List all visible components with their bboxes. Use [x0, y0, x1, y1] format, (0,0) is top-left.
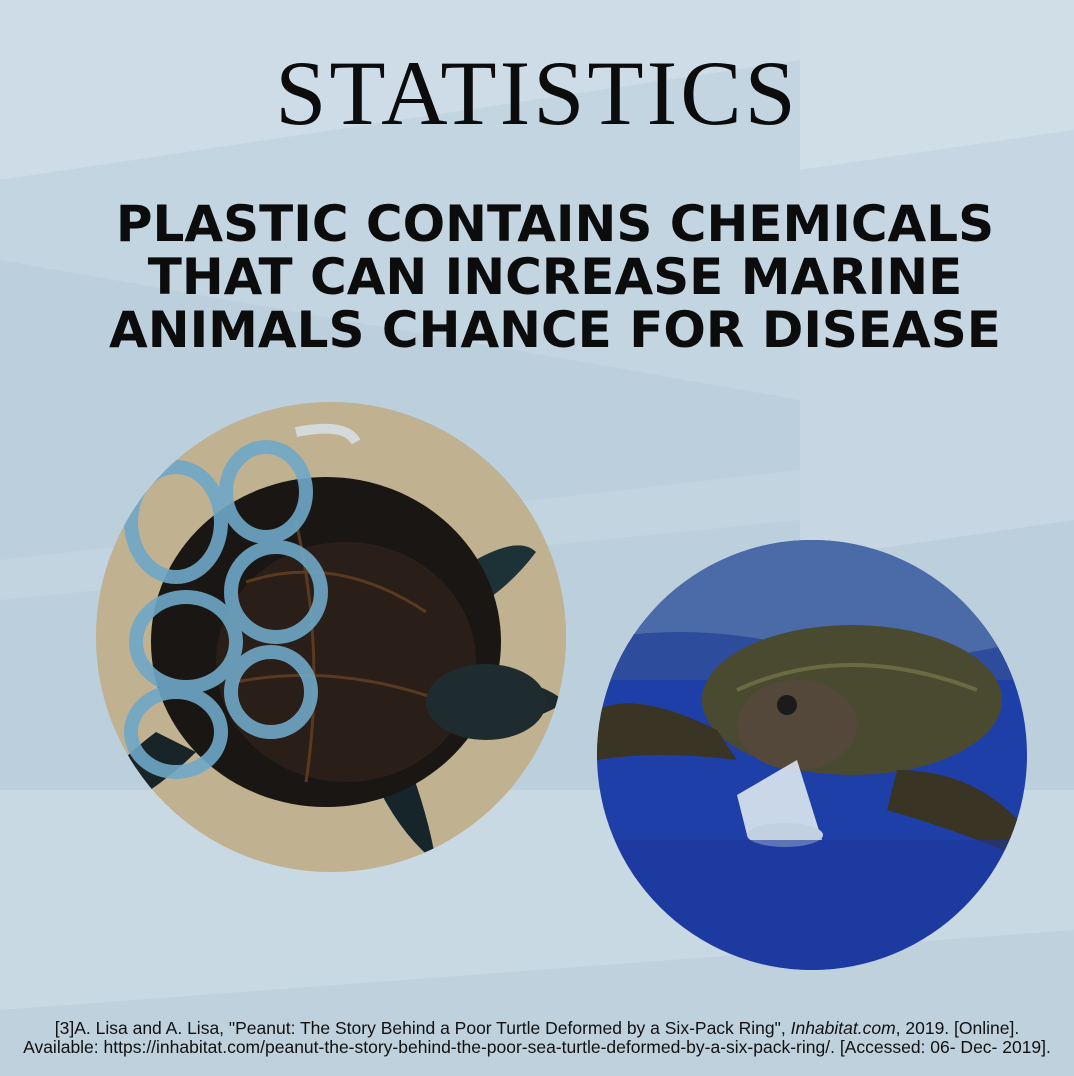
turtle-six-pack-illustration: [96, 402, 566, 872]
citation-part-1: [3]A. Lisa and A. Lisa, "Peanut: The Sto…: [54, 1018, 791, 1038]
subtitle: PLASTIC CONTAINS CHEMICALS THAT CAN INCR…: [60, 198, 1050, 357]
turtle-plastic-cup-photo: [597, 540, 1027, 970]
page-title: STATISTICS: [275, 42, 799, 144]
citation-source: Inhabitat.com: [790, 1018, 896, 1038]
turtle-six-pack-photo: [96, 402, 566, 872]
subtitle-line-1: PLASTIC CONTAINS CHEMICALS: [115, 195, 995, 253]
citation: [3]A. Lisa and A. Lisa, "Peanut: The Sto…: [20, 1019, 1054, 1057]
turtle-plastic-cup-illustration: [597, 540, 1027, 970]
subtitle-line-3: ANIMALS CHANCE FOR DISEASE: [109, 301, 1001, 359]
citation-part-2: , 2019. [Online]. Available: https://inh…: [23, 1018, 1051, 1057]
subtitle-line-2: THAT CAN INCREASE MARINE: [147, 248, 963, 306]
